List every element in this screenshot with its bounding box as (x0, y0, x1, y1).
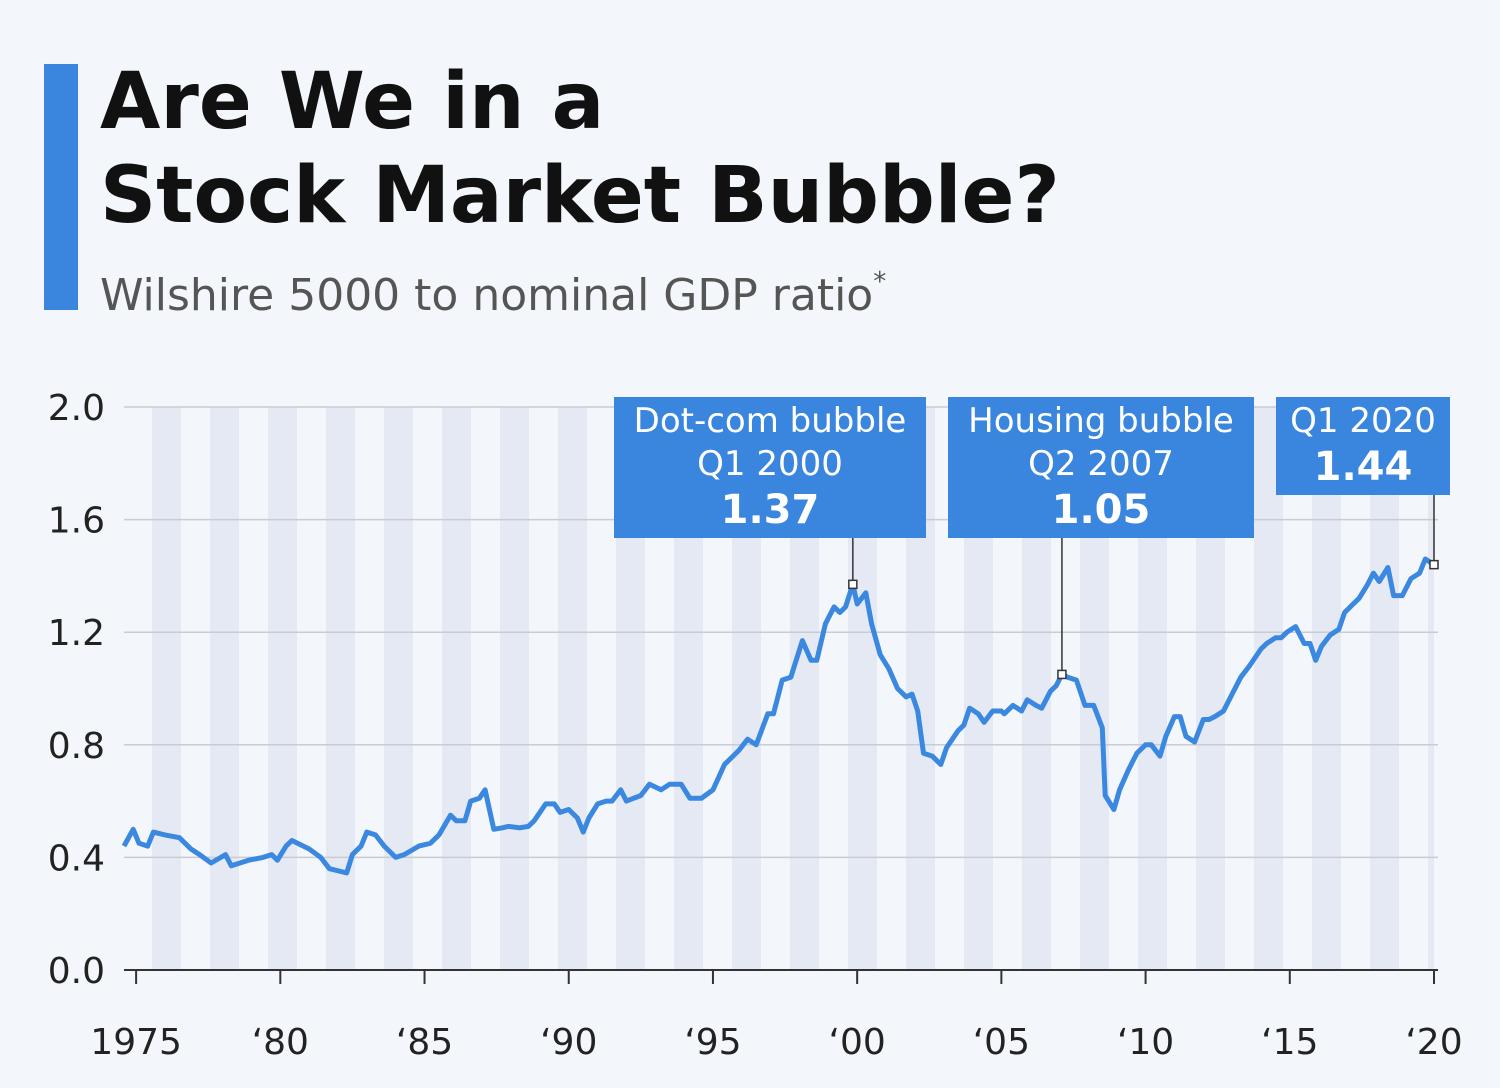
annotation-text: Housing bubble (968, 401, 1234, 441)
annotation-text: Q1 2020 (1290, 401, 1436, 441)
stripe (326, 407, 355, 970)
stripe (1428, 407, 1434, 970)
stripe (1254, 407, 1283, 970)
subtitle-text: Wilshire 5000 to nominal GDP ratio (100, 270, 873, 321)
stripe (442, 407, 471, 970)
chart-title: Are We in a (100, 57, 604, 147)
annotation-value: 1.05 (1052, 487, 1151, 533)
y-tick-label: 1.2 (48, 613, 105, 654)
data-line (121, 556, 1436, 876)
chart-subtitle: Wilshire 5000 to nominal GDP ratio* (100, 267, 886, 321)
stripe (268, 407, 297, 970)
annotation-box (614, 397, 926, 538)
x-tick-label: ‘20 (1405, 1022, 1462, 1063)
stripe (210, 407, 239, 970)
annotation-text: Q2 2007 (1028, 444, 1174, 484)
annotation-value: 1.44 (1314, 444, 1413, 490)
subtitle-note: * (873, 267, 886, 297)
y-tick-label: 0.8 (48, 726, 105, 767)
x-tick-label: ‘85 (396, 1022, 453, 1063)
stripe (384, 407, 413, 970)
annotation-box (1276, 397, 1450, 495)
x-tick-label: ‘80 (252, 1022, 309, 1063)
x-tick-label: 1975 (90, 1022, 182, 1063)
y-tick-label: 0.0 (48, 951, 105, 992)
stripes (152, 407, 1434, 970)
stripe (500, 407, 529, 970)
x-tick-label: ‘00 (829, 1022, 886, 1063)
y-tick-label: 2.0 (48, 388, 105, 429)
stripe (1312, 407, 1341, 970)
y-tick-label: 0.4 (48, 838, 105, 879)
x-tick-label: ‘90 (540, 1022, 597, 1063)
annotation-text: Dot-com bubble (634, 401, 907, 441)
chart-title: Stock Market Bubble? (100, 151, 1060, 241)
annotation-marker (1057, 669, 1067, 680)
stripe (558, 407, 587, 970)
annotation-marker (848, 579, 858, 590)
y-tick-label: 1.6 (48, 501, 105, 542)
annotation-value: 1.37 (721, 487, 820, 533)
stripe (152, 407, 181, 970)
x-tick-label: ‘95 (684, 1022, 741, 1063)
x-tick-label: ‘15 (1261, 1022, 1318, 1063)
x-tick-label: ‘10 (1117, 1022, 1174, 1063)
x-tick-label: ‘05 (973, 1022, 1030, 1063)
annotation-marker (1429, 559, 1439, 570)
stripe (1370, 407, 1399, 970)
annotation-box (948, 397, 1254, 538)
annotation-text: Q1 2000 (697, 444, 843, 484)
accent-bar (44, 64, 78, 310)
